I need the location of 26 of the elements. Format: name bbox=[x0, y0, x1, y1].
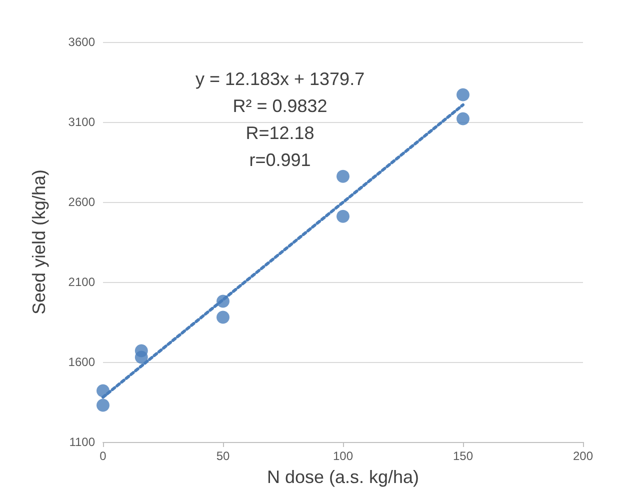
y-tick-label: 1600 bbox=[68, 355, 96, 369]
annotation: R² = 0.9832 bbox=[232, 96, 328, 116]
x-tick-label: 50 bbox=[216, 449, 230, 463]
y-tick-label: 2100 bbox=[68, 275, 96, 289]
point bbox=[96, 398, 110, 412]
point bbox=[456, 88, 470, 102]
point bbox=[216, 310, 230, 324]
y-tick-label: 1100 bbox=[69, 435, 96, 449]
point bbox=[336, 210, 350, 223]
x-tick-label: 0 bbox=[100, 449, 107, 463]
point bbox=[96, 384, 110, 398]
y-tick-label: 2600 bbox=[68, 195, 96, 209]
x-tick-label: 200 bbox=[572, 449, 594, 463]
annotation: R=12.18 bbox=[246, 123, 314, 143]
point bbox=[336, 170, 350, 183]
point bbox=[216, 294, 230, 308]
y-tick-label: 3100 bbox=[68, 115, 96, 129]
annotation: y = 12.183x + 1379.7 bbox=[195, 69, 365, 89]
y-tick-label: 3600 bbox=[68, 35, 96, 49]
x-tick-label: 150 bbox=[452, 449, 474, 463]
point bbox=[456, 112, 470, 126]
x-tick-label: 100 bbox=[332, 449, 354, 463]
annotation: r=0.991 bbox=[249, 150, 311, 170]
x-axis-title: N dose (a.s. kg/ha) bbox=[266, 467, 420, 487]
y-axis-title: Seed yield (kg/ha) bbox=[29, 169, 49, 315]
point bbox=[134, 350, 148, 364]
